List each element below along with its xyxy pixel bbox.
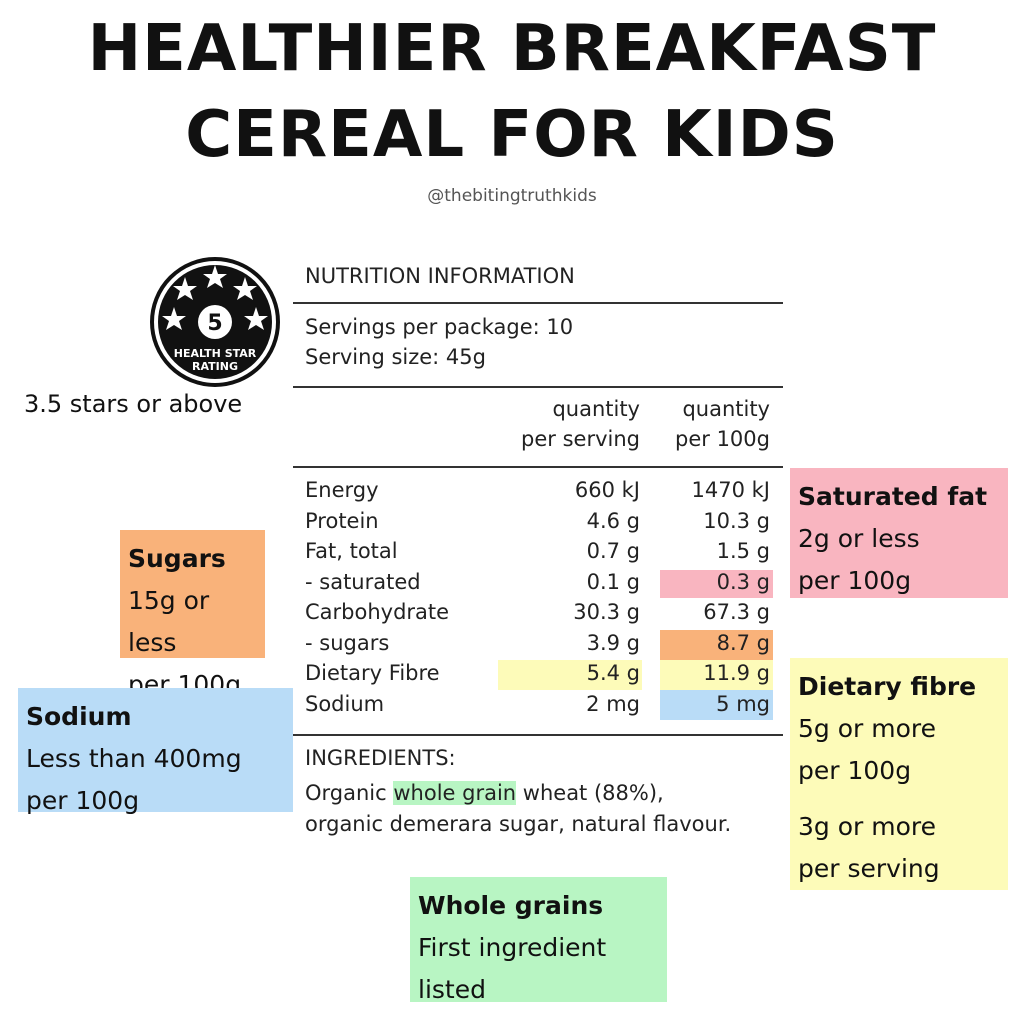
servings: Servings per package: 10 [305, 315, 574, 339]
ingredients-title: INGREDIENTS: [305, 746, 456, 770]
callout-title: Sodium [26, 702, 132, 731]
cell: 1470 kJ [691, 478, 770, 502]
health-star-icon: 5 HEALTH STAR RATING [150, 257, 280, 387]
highlight [660, 630, 773, 660]
ingredient-text: wheat (88%), organic demerara sugar, nat… [305, 781, 732, 836]
callout-line: Less than 400mg [26, 744, 242, 773]
callout-line: per 100g [26, 786, 140, 815]
callout-title: Dietary fibre [798, 672, 977, 701]
nutrition-title: NUTRITION INFORMATION [305, 264, 575, 288]
cell: 3.9 g [586, 630, 640, 655]
servings: Serving size: 45g [305, 345, 486, 369]
column-header: quantity [552, 397, 640, 421]
callout-title: Whole grains [418, 891, 604, 920]
cell: 2 mg [586, 691, 640, 716]
rule [293, 734, 783, 736]
callout-line: 3g or more [798, 812, 937, 841]
cell: 4.6 g [586, 508, 640, 533]
cell: 0.7 g [586, 539, 640, 563]
ingredients: Organic whole grain wheat (88%), organic… [305, 778, 745, 840]
star-label: HEALTH STAR [174, 347, 257, 360]
cell: 8.7 g [716, 630, 770, 655]
callout: Sodium Less than 400mg per 100g [18, 688, 293, 815]
cell: 30.3 g [573, 600, 640, 624]
callout-line: listed [418, 975, 486, 1004]
callout-line: 5g or more [798, 714, 937, 743]
highlight [498, 660, 642, 690]
ingredient-text: whole grain [393, 781, 517, 805]
cell: 0.3 g [716, 569, 770, 594]
star-label: RATING [192, 360, 238, 373]
ingredient-text: Organic [305, 781, 394, 805]
rule [293, 466, 783, 468]
cell: 1.5 g [716, 539, 770, 563]
cell: 0.1 g [586, 569, 640, 594]
column-header: quantity [682, 397, 770, 421]
callout: Dietary fibre 5g or more per 100g 3g or mor… [790, 658, 1008, 890]
callout: Whole grains First ingredient listed [410, 877, 667, 1004]
row-label: Carbohydrate [305, 600, 450, 624]
handle: @thebitingtruthkids [427, 186, 597, 206]
cell: 660 kJ [574, 478, 640, 502]
cell: 11.9 g [703, 661, 770, 685]
callout-title: Saturated fat [798, 482, 988, 511]
rule [293, 302, 783, 304]
callout-title: Sugars [128, 544, 226, 573]
callout-line: per serving [798, 854, 940, 883]
callout-line: 2g or less [798, 524, 920, 553]
row-label: Protein [305, 508, 379, 533]
rule [293, 386, 783, 388]
row-label: Dietary Fibre [305, 661, 440, 685]
cell: 10.3 g [703, 508, 770, 533]
title-line: CEREAL FOR KIDS [185, 98, 839, 172]
cell: 67.3 g [703, 600, 770, 624]
callout-line: First ingredient [418, 933, 607, 962]
row-label: - saturated [305, 569, 421, 594]
star-number: 5 [207, 311, 222, 336]
callout-line: per 100g [798, 566, 912, 595]
row-label: Fat, total [305, 539, 398, 563]
callout-line: 15g or less [128, 586, 210, 657]
star-caption: 3.5 stars or above [24, 390, 243, 418]
column-header: per 100g [675, 427, 770, 451]
callout: Sugars 15g or less per 100g [120, 530, 265, 699]
callout-line: per 100g [798, 756, 912, 785]
row-label: Sodium [305, 691, 385, 716]
callout: Saturated fat 2g or less per 100g [790, 468, 1008, 598]
highlight [660, 570, 773, 598]
row-label: - sugars [305, 630, 390, 655]
column-header: per serving [521, 427, 640, 451]
cell: 5.4 g [586, 661, 640, 685]
highlight [660, 660, 773, 690]
highlight [660, 690, 773, 720]
title-line: HEALTHIER BREAKFAST [87, 12, 937, 86]
cell: 5 mg [716, 691, 770, 716]
row-label: Energy [305, 478, 379, 502]
